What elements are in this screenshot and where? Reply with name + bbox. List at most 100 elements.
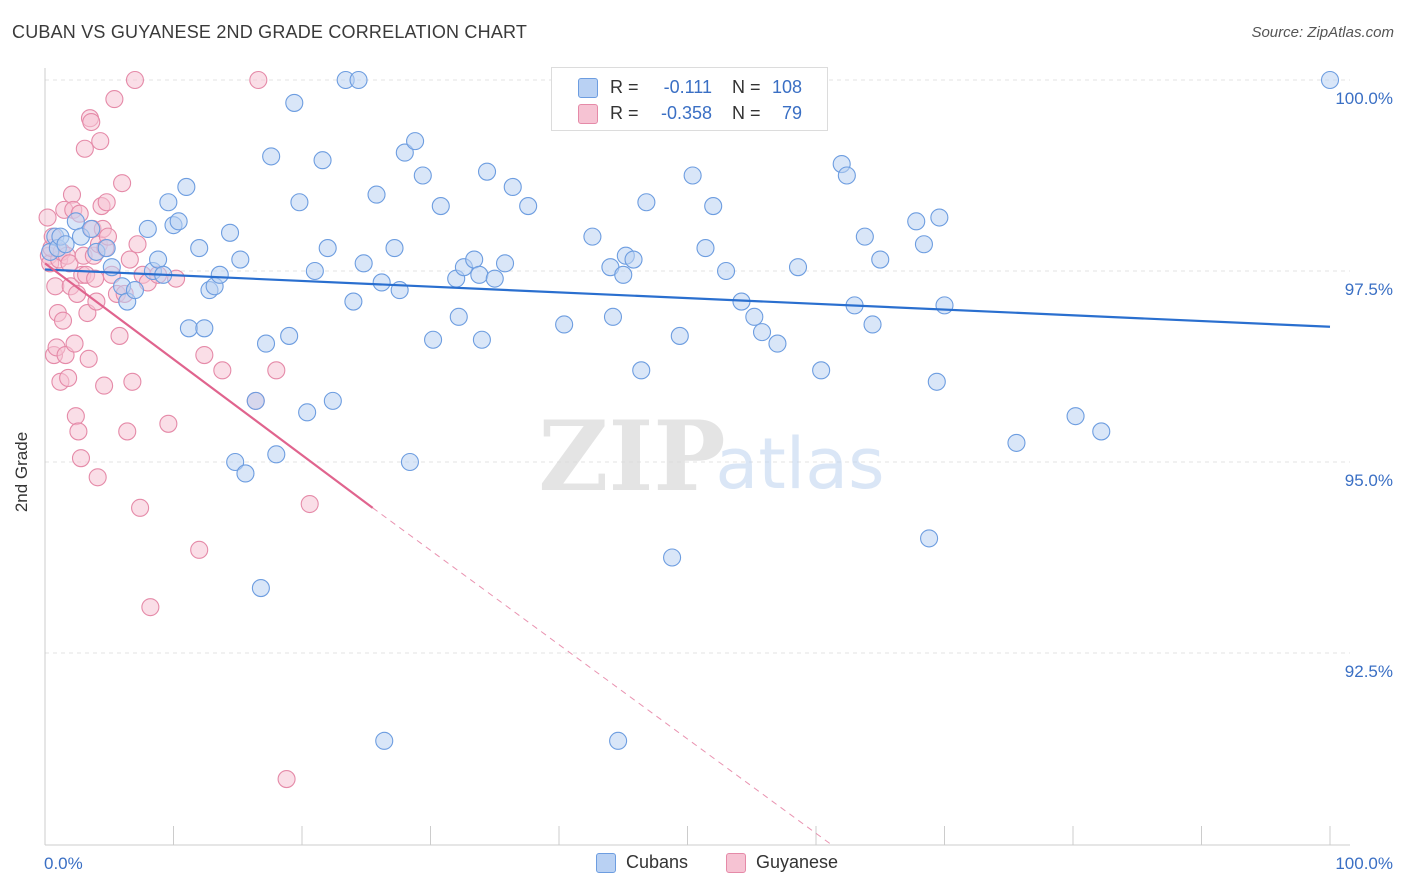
cubans-point: [583, 227, 602, 246]
guyanese-point: [159, 414, 178, 433]
watermark: ZIP atlas: [538, 400, 884, 513]
cubans-point: [519, 197, 538, 216]
cubans-point: [226, 452, 245, 472]
cubans-point: [138, 219, 157, 239]
cubans-point: [82, 219, 101, 239]
cubans-point: [768, 334, 787, 353]
cubans-point: [663, 548, 682, 567]
cubans-point: [256, 334, 276, 353]
cubans-point: [624, 250, 643, 269]
cubans-point: [372, 273, 391, 292]
cubans-point: [637, 193, 656, 212]
cubans-point: [609, 731, 628, 750]
y-tick-label: 97.5%: [1345, 280, 1393, 299]
trend-layer: [44, 262, 1331, 846]
guyanese-point: [249, 70, 268, 90]
cubans-point: [169, 212, 188, 231]
cubans-point: [920, 529, 939, 548]
y-tick-label: 92.5%: [1345, 662, 1393, 681]
legend-row-guyanese: R = -0.358 N = 79: [552, 101, 827, 127]
cubans-point: [195, 319, 214, 338]
guyanese-point: [95, 376, 114, 395]
cubans-point: [210, 265, 229, 284]
guyanese-point: [125, 70, 144, 90]
cubans-point: [190, 239, 209, 258]
guyanese-point: [300, 494, 319, 514]
series-legend-label-cubans: Cubans: [626, 852, 689, 872]
cubans-point: [305, 261, 324, 281]
cubans-point: [555, 315, 574, 334]
legend-r-value: -0.358: [660, 103, 712, 123]
cubans-point: [290, 193, 309, 212]
watermark-zip: ZIP: [538, 400, 725, 513]
cubans-point: [485, 269, 504, 288]
cubans-point: [603, 307, 623, 326]
cubans-point: [855, 227, 874, 246]
guyanese-point: [71, 449, 91, 468]
cubans-point: [863, 315, 882, 334]
cubans-point: [220, 223, 240, 242]
cubans-point: [812, 361, 831, 380]
cubans-point: [349, 70, 368, 90]
cubans-point: [449, 307, 468, 326]
guyanese-point: [69, 422, 88, 441]
grid-layer: [45, 79, 1350, 654]
y-tick-label: 95.0%: [1345, 471, 1393, 490]
cubans-point: [179, 319, 198, 338]
cubans-point: [871, 250, 890, 269]
cubans-point: [1320, 70, 1340, 90]
cubans-point: [752, 323, 772, 342]
cubans-point: [935, 296, 954, 315]
cubans-point: [465, 250, 484, 269]
cubans-point: [177, 177, 196, 197]
cubans-point: [323, 391, 342, 410]
guyanese-point: [267, 361, 286, 380]
cubans-point: [354, 254, 373, 273]
guyanese-point: [65, 334, 84, 353]
cubans-point: [231, 250, 250, 269]
legend-swatch-cubans: [578, 78, 598, 98]
cubans-point: [262, 147, 281, 166]
cubans-trend-line: [44, 268, 1331, 328]
legend-row-cubans: R = -0.111 N = 108: [552, 75, 827, 101]
cubans-point: [395, 143, 414, 162]
legend-r-label: R =: [610, 103, 639, 123]
cubans-point: [704, 197, 723, 216]
guyanese-trend-extension: [372, 507, 833, 846]
cubans-point: [125, 281, 144, 300]
cubans-point: [406, 132, 425, 151]
cubans-point: [375, 731, 394, 750]
cubans-point: [716, 261, 736, 281]
guyanese-point: [97, 193, 116, 212]
guyanese-point: [213, 361, 232, 380]
cubans-point: [431, 197, 450, 216]
series-legend-label-guyanese: Guyanese: [756, 852, 839, 872]
guyanese-point: [141, 598, 160, 617]
legend-n-label: N =: [732, 103, 761, 123]
guyanese-point: [62, 185, 82, 204]
cubans-point: [930, 208, 949, 227]
axis-layer: [44, 68, 1350, 846]
guyanese-point: [105, 90, 124, 109]
chart-title: CUBAN VS GUYANESE 2ND GRADE CORRELATION …: [12, 22, 528, 42]
guyanese-point: [120, 250, 139, 269]
y-tick-label: 100.0%: [1335, 89, 1393, 108]
tick-label-layer: 92.5% 95.0% 97.5% 100.0% 0.0% 100.0%: [44, 89, 1393, 873]
cubans-point: [251, 579, 270, 598]
cubans-point: [298, 403, 317, 422]
guyanese-point: [38, 208, 57, 227]
cubans-point: [495, 254, 515, 273]
cubans-point: [477, 162, 497, 181]
cubans-point: [159, 193, 178, 212]
guyanese-point: [118, 422, 137, 441]
watermark-atlas: atlas: [715, 423, 884, 505]
source-label: Source: ZipAtlas.com: [1251, 24, 1394, 41]
cubans-point: [367, 185, 386, 204]
cubans-point: [670, 326, 689, 345]
legend-r-value: -0.111: [663, 77, 712, 97]
cubans-point: [632, 361, 651, 380]
cubans-point: [683, 166, 702, 185]
guyanese-point: [123, 372, 142, 391]
guyanese-point: [113, 174, 132, 193]
guyanese-point: [59, 368, 78, 388]
